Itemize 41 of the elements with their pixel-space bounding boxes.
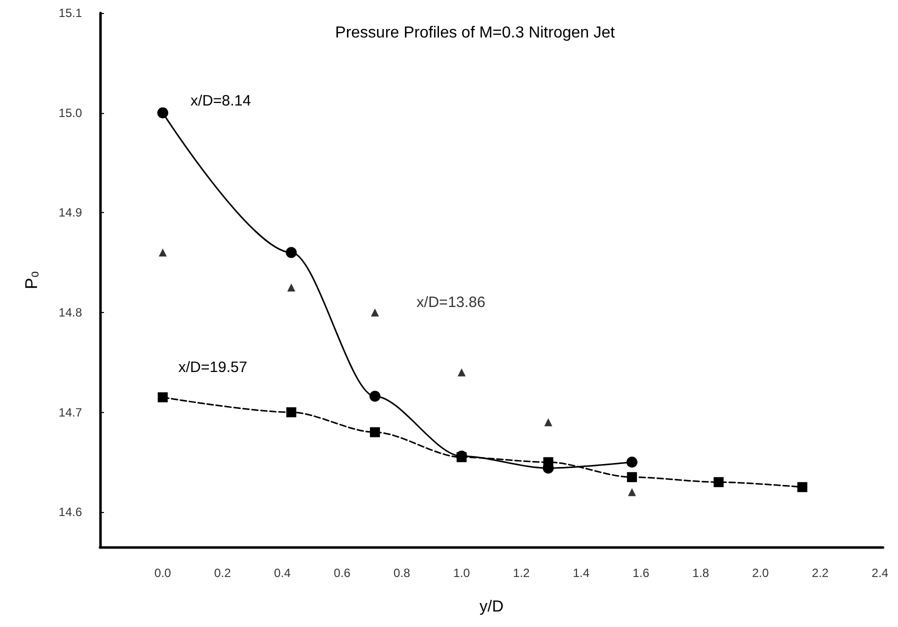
x-axis-title: y/D (480, 598, 504, 616)
point (544, 418, 552, 426)
point (286, 247, 297, 258)
x-tick-label: 2.0 (752, 566, 770, 580)
point (369, 390, 380, 402)
point (797, 482, 808, 492)
x-tick-label: 0.0 (154, 566, 172, 580)
point (370, 308, 379, 316)
x-tick-label: 0.8 (394, 566, 411, 580)
series-label: x/D=19.57 (178, 358, 248, 376)
y-tick-label: 14.6 (58, 505, 82, 520)
x-tick-label: 2.2 (812, 566, 829, 580)
point (626, 472, 637, 482)
y-axis-title: P₀ (22, 270, 41, 290)
y-tick-label: 14.8 (58, 305, 82, 320)
point (157, 107, 168, 118)
x-tick-label: 0.6 (334, 566, 351, 580)
text: Pressure Profiles of M=0.3 Nitrogen Jet (335, 24, 616, 42)
point (628, 488, 636, 496)
x-tick-label: 1.6 (632, 566, 650, 580)
text: x/D=13.86 (416, 294, 486, 311)
x-tick-label: 1.4 (572, 566, 590, 580)
x-tick-label: 1.2 (513, 566, 530, 580)
point (626, 456, 638, 468)
point (714, 477, 724, 488)
point (370, 427, 380, 438)
y-tick-label: 15.1 (58, 6, 82, 20)
point (158, 392, 168, 402)
y-tick-label: 15.0 (58, 106, 82, 120)
x-tick-label: 0.2 (214, 566, 232, 580)
point (458, 368, 466, 376)
y-tick-label: 14.9 (58, 206, 82, 220)
x-tick-label: 1.0 (453, 566, 470, 580)
point (287, 283, 296, 292)
x-tick-label: 2.4 (872, 566, 889, 580)
y-tick-label: 14.7 (58, 405, 82, 420)
x-tick-label: 1.8 (692, 566, 710, 580)
point (158, 248, 167, 257)
x-tick-label: 0.4 (274, 566, 291, 580)
series-label: x/D=8.14 (190, 92, 251, 110)
point (286, 407, 296, 418)
